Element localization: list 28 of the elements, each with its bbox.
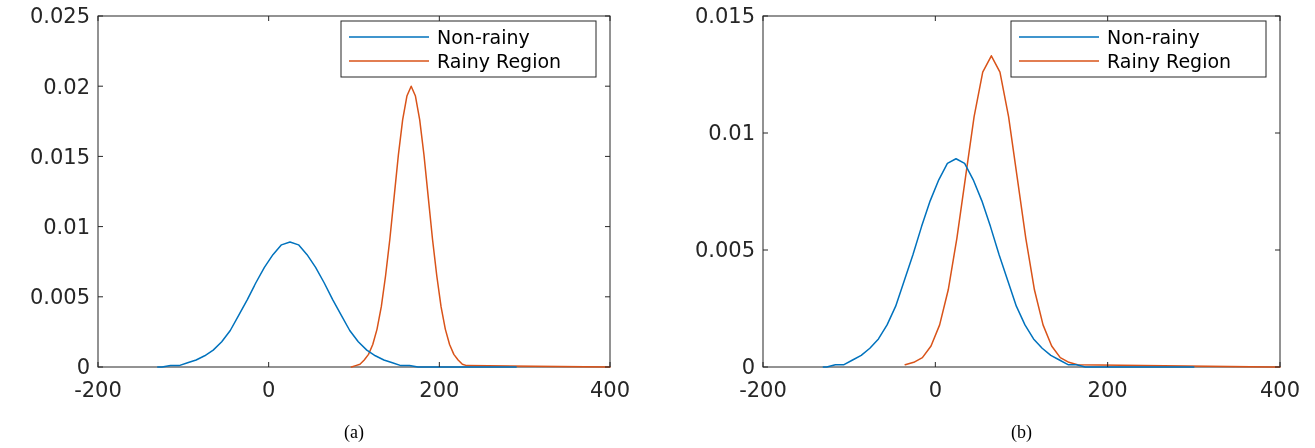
line-series: [156, 241, 517, 368]
line-series: [822, 157, 1195, 368]
legend-label: Rainy Region: [437, 49, 562, 72]
line-series: [904, 55, 1281, 368]
y-tick-label: 0.005: [694, 238, 755, 263]
y-tick-label: 0: [741, 355, 755, 380]
x-tick-label: 200: [419, 378, 460, 402]
y-tick-label: 0.01: [43, 214, 90, 239]
legend-label: Rainy Region: [1107, 49, 1232, 72]
x-tick-label: 400: [589, 378, 631, 402]
y-tick-label: 0.015: [694, 4, 755, 29]
text: (a): [344, 422, 364, 443]
x-tick-label: 0: [261, 378, 276, 402]
text: (b): [1011, 422, 1032, 443]
y-tick-label: 0.02: [43, 74, 90, 99]
y-tick-label: 0: [76, 355, 90, 380]
x-tick-label: 400: [1259, 378, 1301, 402]
line-series: [350, 85, 611, 368]
y-tick-label: 0.025: [29, 4, 90, 29]
x-tick-label: -200: [74, 378, 122, 402]
y-tick-label: 0.015: [29, 144, 90, 169]
legend-label: Non-rainy: [1107, 25, 1200, 48]
x-tick-label: -200: [739, 378, 787, 402]
legend-label: Non-rainy: [437, 25, 530, 48]
y-tick-label: 0.01: [708, 121, 755, 146]
x-tick-label: 200: [1087, 378, 1128, 402]
y-tick-label: 0.005: [29, 285, 90, 310]
x-tick-label: 0: [928, 378, 943, 402]
